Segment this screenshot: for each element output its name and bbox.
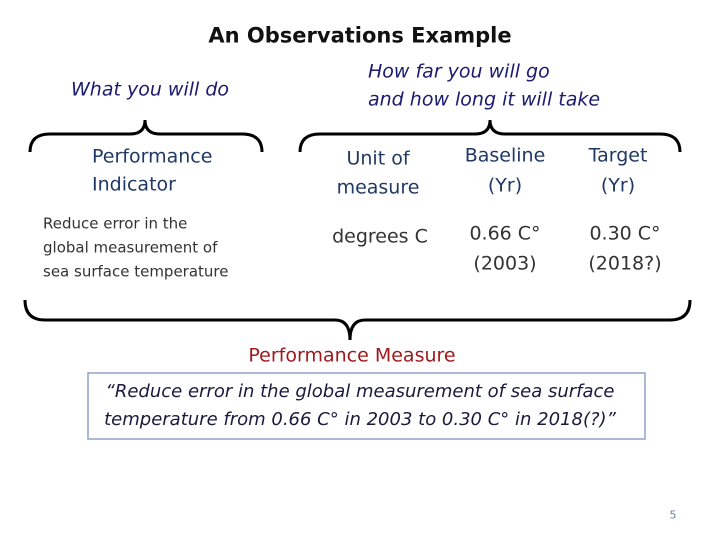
bottom-brace <box>23 299 692 341</box>
cell: 0.66 C° <box>469 222 541 245</box>
header: Performance <box>92 145 213 168</box>
header: (Yr) <box>600 174 636 197</box>
header: Unit of <box>346 147 410 170</box>
header: Indicator <box>92 173 176 196</box>
header: Baseline <box>464 144 546 167</box>
right-label: How far you will go <box>368 60 550 83</box>
header: (Yr) <box>487 174 523 197</box>
measure-title: Performance Measure <box>248 344 456 367</box>
cell: sea surface temperature <box>43 262 229 281</box>
quote-line: temperature from 0.66 C° in 2003 to 0.30… <box>104 409 616 430</box>
cell: Reduce error in the <box>43 214 188 233</box>
quote-line: “Reduce error in the global measurement … <box>105 381 615 402</box>
right-label: and how long it will take <box>368 88 601 111</box>
cell: 0.30 C° <box>589 222 661 245</box>
right-brace <box>298 119 682 153</box>
cell: global measurement of <box>43 238 218 257</box>
header: measure <box>336 176 420 199</box>
title: An Observations Example <box>208 23 512 48</box>
cell: (2003) <box>473 252 537 275</box>
header: Target <box>588 144 648 167</box>
cell: degrees C <box>332 225 428 248</box>
quote-box <box>87 372 646 440</box>
page-number: 5 <box>669 508 677 522</box>
left-label: What you will do <box>70 78 230 101</box>
left-brace <box>28 119 264 153</box>
cell: (2018?) <box>588 252 662 275</box>
